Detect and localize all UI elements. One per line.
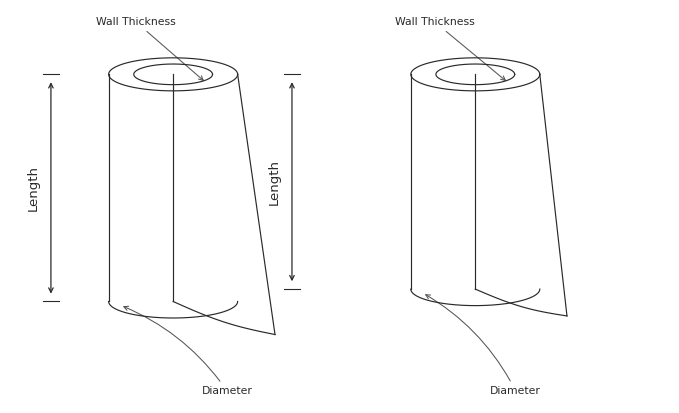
Text: Diameter: Diameter	[426, 295, 541, 396]
Text: Wall Thickness: Wall Thickness	[394, 17, 505, 81]
Text: Wall Thickness: Wall Thickness	[96, 17, 203, 80]
Text: Length: Length	[268, 159, 280, 205]
Text: Diameter: Diameter	[124, 306, 253, 396]
Text: Length: Length	[26, 165, 39, 211]
